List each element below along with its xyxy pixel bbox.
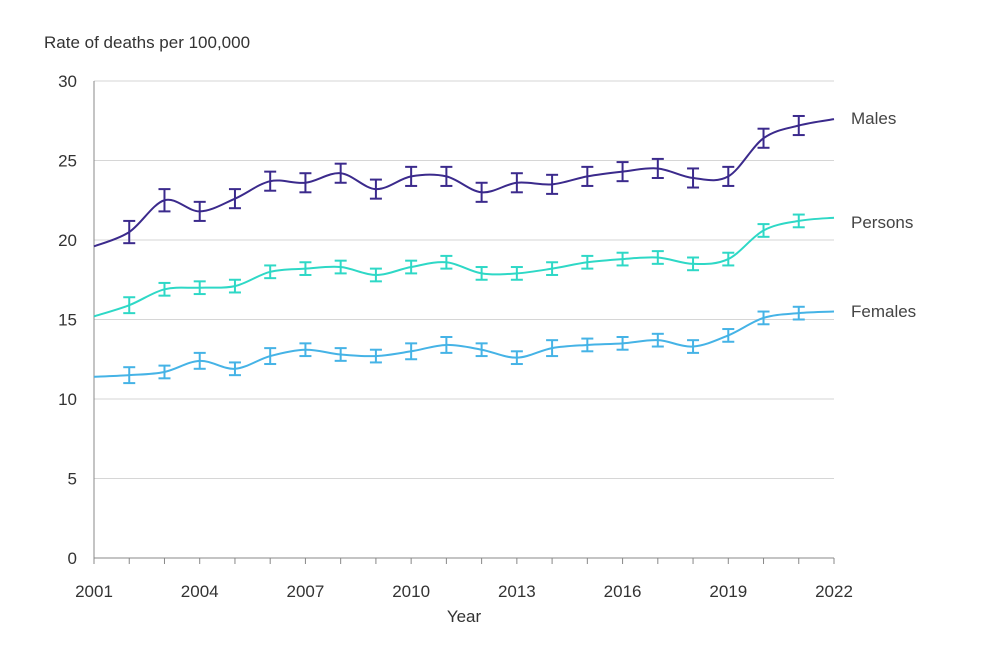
error-bar [369, 348, 382, 364]
x-axis-ticks: 2001 2004 2007 2010 2013 2016 2019 2022 [75, 558, 853, 601]
y-tick-label: 10 [58, 390, 77, 409]
series-line [93, 216, 835, 318]
series-line [93, 118, 835, 248]
error-bar [475, 342, 488, 358]
error-bar [264, 347, 277, 366]
y-tick-label: 5 [68, 470, 77, 489]
error-bar [193, 280, 206, 296]
error-bar [757, 310, 770, 326]
error-bar [546, 261, 559, 276]
error-bar [792, 213, 805, 229]
error-bar [158, 364, 171, 380]
error-bar [510, 350, 523, 366]
y-tick-label: 0 [68, 549, 77, 568]
x-tick-label: 2004 [181, 582, 219, 601]
x-tick-label: 2010 [392, 582, 430, 601]
error-bar [687, 339, 700, 354]
series-label: Males [851, 109, 896, 128]
error-bar [687, 256, 700, 272]
series-line [93, 310, 835, 378]
error-bar [158, 188, 171, 213]
error-bar [334, 347, 347, 362]
error-bar [722, 251, 735, 267]
x-tick-label: 2019 [709, 582, 747, 601]
x-tick-label: 2016 [604, 582, 642, 601]
error-bar [228, 361, 241, 377]
series-group: Males Persons Females [93, 109, 916, 385]
error-bar [369, 267, 382, 283]
error-bar [546, 339, 559, 358]
y-axis-ticks: 0 5 10 15 20 25 30 [58, 72, 77, 568]
error-bar [299, 261, 312, 276]
series-label: Females [851, 302, 916, 321]
error-bar [440, 165, 453, 187]
error-bar [616, 335, 629, 351]
error-bar [123, 366, 136, 385]
error-bar [440, 254, 453, 270]
error-bar [581, 337, 594, 353]
error-bar [581, 165, 594, 187]
error-bar [123, 296, 136, 315]
error-bar [440, 335, 453, 354]
error-bar [651, 332, 664, 348]
series-label: Persons [851, 213, 913, 232]
error-bar [687, 167, 700, 189]
series-females: Females [93, 302, 916, 385]
error-bar [334, 259, 347, 275]
y-tick-label: 30 [58, 72, 77, 91]
error-bar [405, 165, 418, 187]
x-axis-title: Year [447, 607, 482, 626]
error-bar [475, 181, 488, 203]
error-bar [228, 278, 241, 294]
error-bar [792, 305, 805, 321]
error-bar [158, 281, 171, 297]
error-bar [546, 173, 559, 195]
x-tick-label: 2013 [498, 582, 536, 601]
error-bar [757, 223, 770, 238]
error-bar [722, 328, 735, 343]
error-bar [193, 351, 206, 370]
x-tick-label: 2022 [815, 582, 853, 601]
series-persons: Persons [93, 213, 913, 318]
error-bar [264, 264, 277, 280]
error-bar [792, 114, 805, 137]
series-males: Males [93, 109, 896, 248]
error-bar [228, 188, 241, 210]
error-bar [475, 266, 488, 281]
error-bar [581, 254, 594, 270]
error-bar [651, 157, 664, 179]
error-bar [510, 172, 523, 194]
error-bar [299, 342, 312, 358]
error-bar [334, 162, 347, 184]
error-bar [405, 342, 418, 361]
error-bar [405, 259, 418, 275]
x-tick-label: 2007 [287, 582, 325, 601]
error-bar [264, 170, 277, 192]
error-bar [123, 219, 136, 245]
y-tick-label: 15 [58, 311, 77, 330]
error-bar [510, 266, 523, 281]
error-bar [299, 172, 312, 194]
error-bar [757, 127, 770, 149]
y-axis-title: Rate of deaths per 100,000 [44, 33, 250, 52]
error-bar [722, 165, 735, 187]
error-bar [193, 200, 206, 222]
y-tick-label: 25 [58, 152, 77, 171]
error-bar [616, 161, 629, 183]
gridlines [93, 80, 834, 559]
error-bar [651, 250, 664, 265]
x-tick-label: 2001 [75, 582, 113, 601]
y-tick-label: 20 [58, 231, 77, 250]
error-bar [616, 251, 629, 267]
error-bar [369, 178, 382, 200]
